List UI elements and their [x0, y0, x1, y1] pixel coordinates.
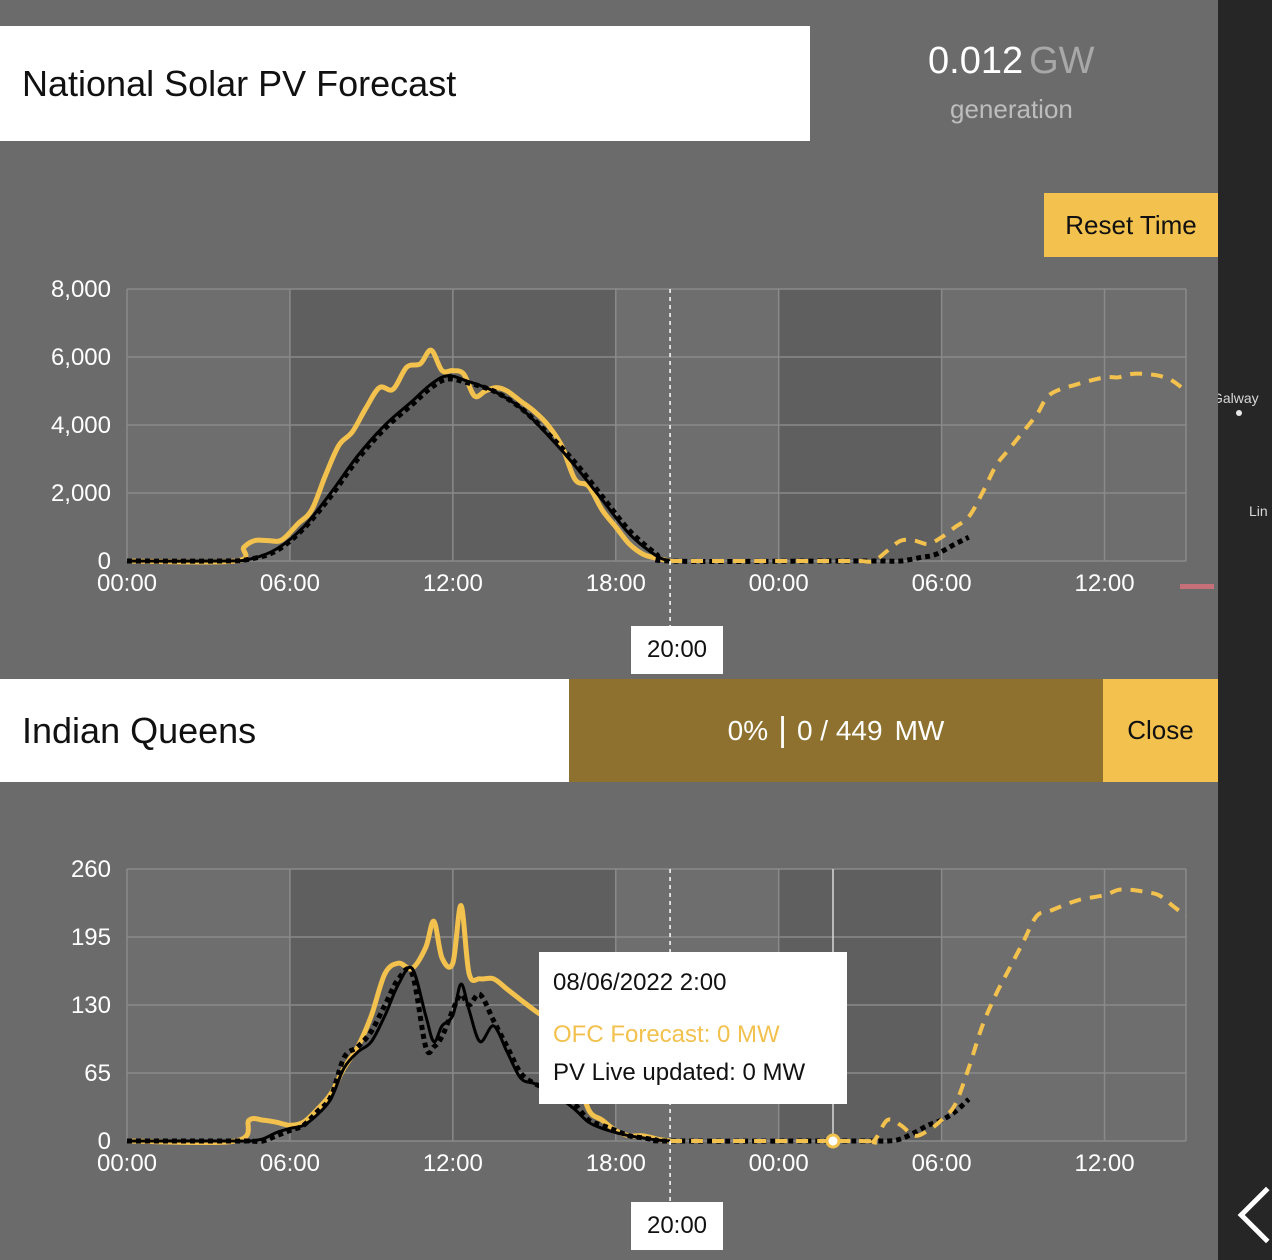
generation-value: 0.012 — [928, 40, 1024, 82]
iq-x-tick-label: 00:00 — [97, 1150, 157, 1177]
chevron-left-icon[interactable] — [1237, 1186, 1272, 1244]
nat-y-tick-label: 2,000 — [51, 480, 111, 507]
iq-x-tick-label: 06:00 — [260, 1150, 320, 1177]
nat-x-tick-label: 00:00 — [97, 570, 157, 597]
forecast-panel: National Solar PV Forecast 0.012 GW gener… — [0, 0, 1218, 1260]
nat-x-tick-label: 00:00 — [749, 570, 809, 597]
nat-x-tick-label: 18:00 — [586, 570, 646, 597]
iq-series-yellow-solid — [126, 903, 671, 1146]
nat-y-tick-label: 4,000 — [51, 412, 111, 439]
reset-time-button[interactable]: Reset Time — [1044, 193, 1218, 257]
nat-y-tick-label: 6,000 — [51, 344, 111, 371]
nat-x-tick-label: 12:00 — [423, 570, 483, 597]
iq-x-tick-label: 12:00 — [423, 1150, 483, 1177]
nat-series-black-dotted — [126, 376, 970, 564]
iq-x-tick-label: 00:00 — [749, 1150, 809, 1177]
nat-y-tick-label: 0 — [98, 548, 111, 575]
iq-y-tick-label: 260 — [71, 856, 111, 883]
iq-x-tick-label: 12:00 — [1075, 1150, 1135, 1177]
iq-x-tick-label: 18:00 — [586, 1150, 646, 1177]
site-percent: 0% — [727, 714, 769, 746]
site-stats-bar: 0% | 0 / 449 MW — [569, 679, 1103, 782]
nat-series-yellow-solid — [126, 347, 671, 565]
iq-y-tick-label: 195 — [71, 924, 111, 951]
tooltip-ofc-forecast: OFC Forecast: 0 MW — [553, 1021, 780, 1048]
site-unit: MW — [894, 714, 945, 746]
nat-x-tick-label: 12:00 — [1075, 570, 1135, 597]
close-button[interactable]: Close — [1103, 679, 1218, 782]
map-place-galway: Galway — [1218, 390, 1259, 406]
site-capacity: 0 / 449 — [796, 714, 883, 746]
tooltip-date: 08/06/2022 2:00 — [553, 969, 727, 996]
nat-x-tick-label: 06:00 — [912, 570, 972, 597]
tooltip-pv-live: PV Live updated: 0 MW — [553, 1059, 806, 1086]
national-title: National Solar PV Forecast — [0, 26, 810, 141]
iq-y-tick-label: 65 — [84, 1060, 111, 1087]
map-place-dot — [1236, 410, 1242, 416]
site-title: Indian Queens — [0, 679, 569, 782]
iq-x-tick-label: 06:00 — [912, 1150, 972, 1177]
iq-hover-dot — [825, 1133, 841, 1149]
generation-readout: 0.012 GW — [928, 40, 1095, 83]
map-place-lin: Lin — [1249, 503, 1268, 519]
nat-series-yellow-dashed — [670, 371, 1188, 564]
nat-series-black-solid — [126, 374, 671, 563]
map-marker — [1180, 584, 1214, 589]
iq-y-tick-label: 0 — [98, 1128, 111, 1155]
map-view[interactable]: Galway Lin — [1218, 0, 1272, 1260]
iq-y-tick-label: 130 — [71, 992, 111, 1019]
iq-series-yellow-dashed — [670, 887, 1188, 1145]
nat-y-tick-label: 8,000 — [51, 276, 111, 303]
chart-tooltip: 08/06/2022 2:00 OFC Forecast: 0 MW PV Li… — [539, 952, 847, 1104]
generation-label: generation — [950, 94, 1073, 124]
site-separator: | — [778, 711, 787, 749]
national-chart[interactable]: 0 2,000 4,000 6,000 8,000 00:00 06:00 12:00 18:0… — [0, 270, 1218, 680]
site-time-badge[interactable]: 20:00 — [631, 1202, 723, 1250]
generation-unit: GW — [1029, 40, 1095, 82]
nat-x-tick-label: 06:00 — [260, 570, 320, 597]
national-time-badge[interactable]: 20:00 — [631, 626, 723, 674]
